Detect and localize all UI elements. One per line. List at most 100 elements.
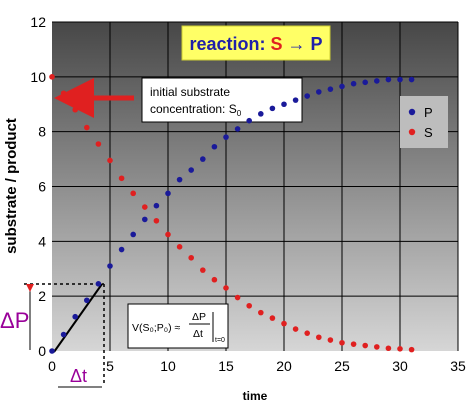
y-tick-label: 12 bbox=[30, 14, 46, 30]
data-point-s bbox=[246, 302, 252, 309]
data-point-p bbox=[362, 79, 369, 86]
data-point-s bbox=[292, 326, 299, 332]
data-point-p bbox=[200, 156, 206, 162]
data-point-p bbox=[130, 231, 136, 238]
data-point-p bbox=[188, 167, 194, 173]
rate-numerator: ΔP bbox=[192, 311, 206, 323]
x-tick-label: 5 bbox=[106, 358, 114, 374]
legend-p-label: P bbox=[424, 105, 433, 120]
data-point-p bbox=[316, 89, 322, 95]
delta-p-label: ΔP bbox=[0, 308, 29, 333]
data-point-p bbox=[397, 76, 403, 83]
data-point-s bbox=[60, 90, 67, 97]
data-point-p bbox=[327, 86, 334, 92]
y-tick-label: 10 bbox=[30, 69, 46, 85]
data-point-p bbox=[374, 78, 380, 84]
data-point-s bbox=[223, 285, 229, 291]
data-point-s bbox=[211, 276, 218, 283]
data-point-p bbox=[165, 190, 171, 197]
data-point-s bbox=[188, 254, 194, 261]
data-point-s bbox=[339, 339, 345, 346]
data-point-s bbox=[107, 157, 113, 164]
data-point-p bbox=[176, 176, 183, 183]
x-tick-label: 0 bbox=[48, 358, 56, 374]
data-point-s bbox=[165, 231, 171, 238]
data-point-s bbox=[397, 346, 403, 352]
data-point-s bbox=[350, 341, 357, 347]
data-point-p bbox=[281, 101, 287, 108]
data-point-s bbox=[281, 320, 287, 327]
y-tick-label: 6 bbox=[38, 179, 46, 195]
data-point-p bbox=[60, 331, 67, 338]
x-tick-label: 20 bbox=[276, 358, 292, 374]
data-point-s bbox=[385, 345, 392, 352]
reaction-label: reaction: S → P bbox=[181, 25, 331, 61]
data-point-s bbox=[316, 334, 322, 341]
data-point-s bbox=[95, 141, 102, 147]
data-point-p bbox=[292, 97, 299, 103]
x-tick-label: 15 bbox=[218, 358, 234, 374]
series-s bbox=[49, 74, 415, 353]
data-point-p bbox=[385, 76, 392, 83]
data-point-s bbox=[269, 315, 276, 321]
delta-t-label: Δt bbox=[70, 366, 87, 386]
rate-formula: V(S₀;P₀) ≈ ΔP Δt t=0 bbox=[127, 303, 229, 349]
data-point-s bbox=[142, 204, 148, 210]
data-point-p bbox=[350, 80, 357, 87]
data-point-p bbox=[234, 126, 241, 132]
data-point-s bbox=[408, 346, 415, 353]
y-tick-label: 4 bbox=[38, 233, 46, 249]
x-tick-label: 10 bbox=[160, 358, 176, 374]
y-tick-label: 0 bbox=[38, 343, 46, 359]
data-point-s bbox=[84, 124, 90, 131]
data-point-s bbox=[258, 309, 264, 316]
data-point-p bbox=[258, 111, 264, 117]
initial-line1: initial substrate bbox=[150, 85, 230, 99]
data-point-s bbox=[234, 294, 241, 301]
rate-eval: t=0 bbox=[215, 337, 225, 344]
data-point-s bbox=[304, 330, 311, 336]
reaction-p: P bbox=[311, 34, 323, 54]
initial-line2: concentration: S bbox=[150, 102, 237, 116]
data-point-p bbox=[107, 263, 113, 269]
x-tick-label: 35 bbox=[450, 358, 466, 374]
x-axis-title: time bbox=[243, 389, 268, 403]
y-tick-label: 8 bbox=[38, 124, 46, 140]
data-point-p bbox=[84, 297, 90, 304]
data-point-s bbox=[200, 267, 206, 273]
data-point-p bbox=[408, 76, 415, 83]
data-point-p bbox=[153, 202, 160, 209]
legend-s-marker bbox=[408, 128, 416, 136]
legend: P S bbox=[400, 96, 448, 148]
data-point-p bbox=[95, 281, 102, 287]
data-point-p bbox=[304, 93, 311, 99]
reaction-arrow: → bbox=[283, 34, 311, 54]
data-point-s bbox=[130, 190, 136, 197]
slope-construction: ΔP Δt bbox=[0, 283, 105, 388]
data-point-p bbox=[246, 117, 252, 124]
data-point-s bbox=[327, 337, 334, 343]
data-point-s bbox=[374, 344, 380, 350]
grid bbox=[52, 21, 459, 351]
tick-labels: 0 5 10 15 20 25 30 35 0 2 4 6 8 10 12 bbox=[30, 14, 466, 374]
data-point-p bbox=[223, 134, 229, 140]
initial-sub: 0 bbox=[237, 109, 242, 118]
data-point-s bbox=[49, 74, 55, 80]
rate-denominator: Δt bbox=[193, 328, 203, 340]
data-point-s bbox=[153, 217, 160, 224]
data-point-p bbox=[118, 246, 125, 253]
data-point-s bbox=[72, 106, 78, 113]
data-point-p bbox=[269, 105, 276, 112]
y-axis-title: substrate / product bbox=[3, 118, 20, 254]
data-point-s bbox=[362, 342, 369, 349]
data-point-p bbox=[339, 83, 345, 90]
x-tick-label: 30 bbox=[392, 358, 408, 374]
rate-formula-lhs: V(S₀;P₀) ≈ bbox=[132, 322, 181, 334]
reaction-prefix: reaction: bbox=[189, 34, 270, 54]
data-points bbox=[49, 74, 415, 354]
series-p bbox=[49, 76, 415, 354]
data-point-p bbox=[142, 216, 148, 223]
legend-s-label: S bbox=[424, 125, 433, 140]
slope-line bbox=[53, 283, 103, 353]
